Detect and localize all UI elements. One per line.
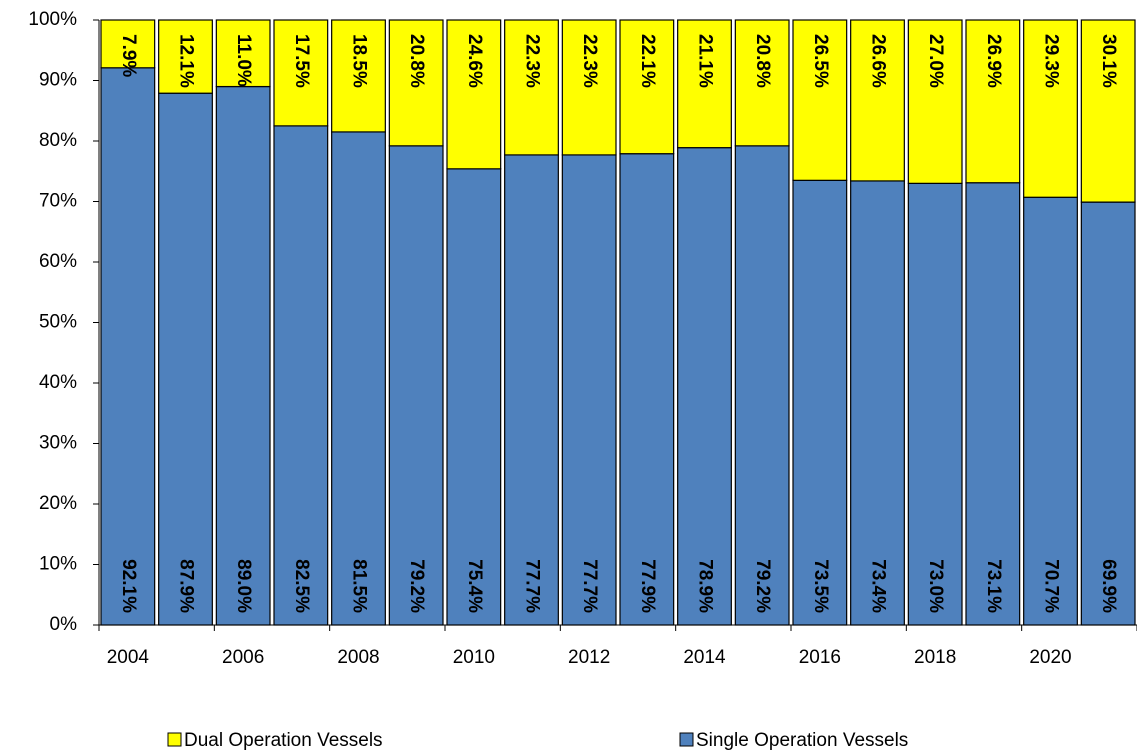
- bar-segment: [792, 19, 848, 181]
- bar-segment: [734, 145, 790, 626]
- data-label: 77.7%: [521, 559, 542, 613]
- data-label: 22.3%: [521, 34, 542, 88]
- data-label: 21.1%: [694, 34, 715, 88]
- bar-segment: [100, 67, 156, 626]
- bar-segment: [158, 19, 213, 94]
- bar-segment: [677, 147, 732, 626]
- bar-segment: [215, 19, 271, 88]
- bar-segment: [1080, 201, 1136, 626]
- data-label: 82.5%: [291, 559, 312, 613]
- bar-segment: [1023, 196, 1078, 626]
- y-tick-label: 20%: [39, 493, 77, 514]
- data-label: 11.0%: [233, 34, 254, 87]
- bar-segment: [561, 19, 617, 156]
- bar-segment: [965, 182, 1021, 626]
- bar-segment: [273, 19, 329, 127]
- bar-segment: [619, 153, 675, 626]
- data-label: 78.9%: [694, 559, 715, 613]
- bar-segment: [907, 19, 963, 184]
- data-label: 79.2%: [406, 559, 427, 613]
- bar-segment: [850, 180, 905, 626]
- data-label: 77.9%: [637, 559, 658, 613]
- bar-segment: [446, 19, 502, 170]
- bar-segment: [1080, 19, 1136, 203]
- data-label: 30.1%: [1098, 34, 1119, 88]
- y-tick-label: 0%: [50, 614, 78, 635]
- x-tick-label: 2010: [453, 647, 495, 668]
- data-label: 7.9%: [118, 34, 139, 77]
- data-label: 29.3%: [1040, 34, 1061, 88]
- data-label: 22.1%: [637, 34, 658, 88]
- bar-segment: [331, 131, 386, 626]
- bar-segment: [504, 154, 559, 626]
- bar-segment: [850, 19, 905, 182]
- bar-segment: [965, 19, 1021, 184]
- bar-segment: [561, 154, 617, 626]
- bar-segment: [100, 19, 156, 69]
- data-label: 81.5%: [348, 559, 369, 613]
- bar-segment: [273, 125, 329, 626]
- y-tick-label: 30%: [39, 433, 77, 454]
- data-label: 26.5%: [810, 34, 831, 88]
- data-label: 27.0%: [925, 34, 946, 88]
- y-tick-label: 80%: [39, 130, 77, 151]
- legend-label: Single Operation Vessels: [696, 730, 908, 751]
- bar-segment: [677, 19, 732, 149]
- bar-segment: [734, 19, 790, 147]
- data-label: 73.0%: [925, 559, 946, 613]
- y-tick-label: 40%: [39, 372, 77, 393]
- x-tick-label: 2008: [337, 647, 379, 668]
- bar-segment: [1023, 19, 1078, 198]
- bar-segment: [388, 145, 444, 626]
- data-label: 22.3%: [579, 34, 600, 88]
- x-tick-label: 2014: [683, 647, 726, 668]
- x-tick-label: 2004: [107, 647, 150, 668]
- data-label: 20.8%: [406, 34, 427, 88]
- data-label: 26.9%: [983, 34, 1004, 88]
- x-tick-label: 2016: [799, 647, 841, 668]
- data-label: 75.4%: [464, 559, 485, 613]
- bar-segment: [504, 19, 559, 156]
- data-label: 79.2%: [752, 559, 773, 613]
- x-tick-label: 2012: [568, 647, 610, 668]
- legend-swatch: [679, 732, 694, 747]
- y-tick-label: 100%: [28, 9, 77, 30]
- bar-segment: [619, 19, 675, 155]
- y-tick-label: 50%: [39, 312, 77, 333]
- data-label: 24.6%: [464, 34, 485, 88]
- data-label: 26.6%: [867, 34, 888, 88]
- data-label: 89.0%: [233, 559, 254, 613]
- y-tick-label: 10%: [39, 554, 77, 575]
- data-label: 87.9%: [175, 559, 196, 613]
- data-label: 77.7%: [579, 559, 600, 613]
- data-label: 20.8%: [752, 34, 773, 88]
- bar-segment: [158, 92, 213, 626]
- data-label: 17.5%: [291, 34, 312, 88]
- bar-segment: [388, 19, 444, 147]
- bar-segment: [446, 168, 502, 626]
- data-label: 18.5%: [348, 34, 369, 88]
- data-label: 12.1%: [175, 34, 196, 88]
- legend-label: Dual Operation Vessels: [184, 730, 383, 751]
- x-tick-label: 2006: [222, 647, 264, 668]
- data-label: 92.1%: [118, 559, 139, 613]
- data-label: 69.9%: [1098, 559, 1119, 613]
- bar-segment: [215, 85, 271, 626]
- data-label: 73.4%: [867, 559, 888, 613]
- bar-segment: [331, 19, 386, 133]
- y-tick-label: 60%: [39, 251, 77, 272]
- data-label: 73.5%: [810, 559, 831, 613]
- y-tick-label: 70%: [39, 191, 77, 212]
- x-tick-label: 2018: [914, 647, 956, 668]
- bar-segment: [792, 179, 848, 626]
- data-label: 70.7%: [1040, 559, 1061, 613]
- y-tick-label: 90%: [39, 70, 77, 91]
- legend-swatch: [167, 732, 182, 747]
- x-tick-label: 2020: [1029, 647, 1071, 668]
- data-label: 73.1%: [983, 559, 1004, 613]
- bar-segment: [907, 182, 963, 626]
